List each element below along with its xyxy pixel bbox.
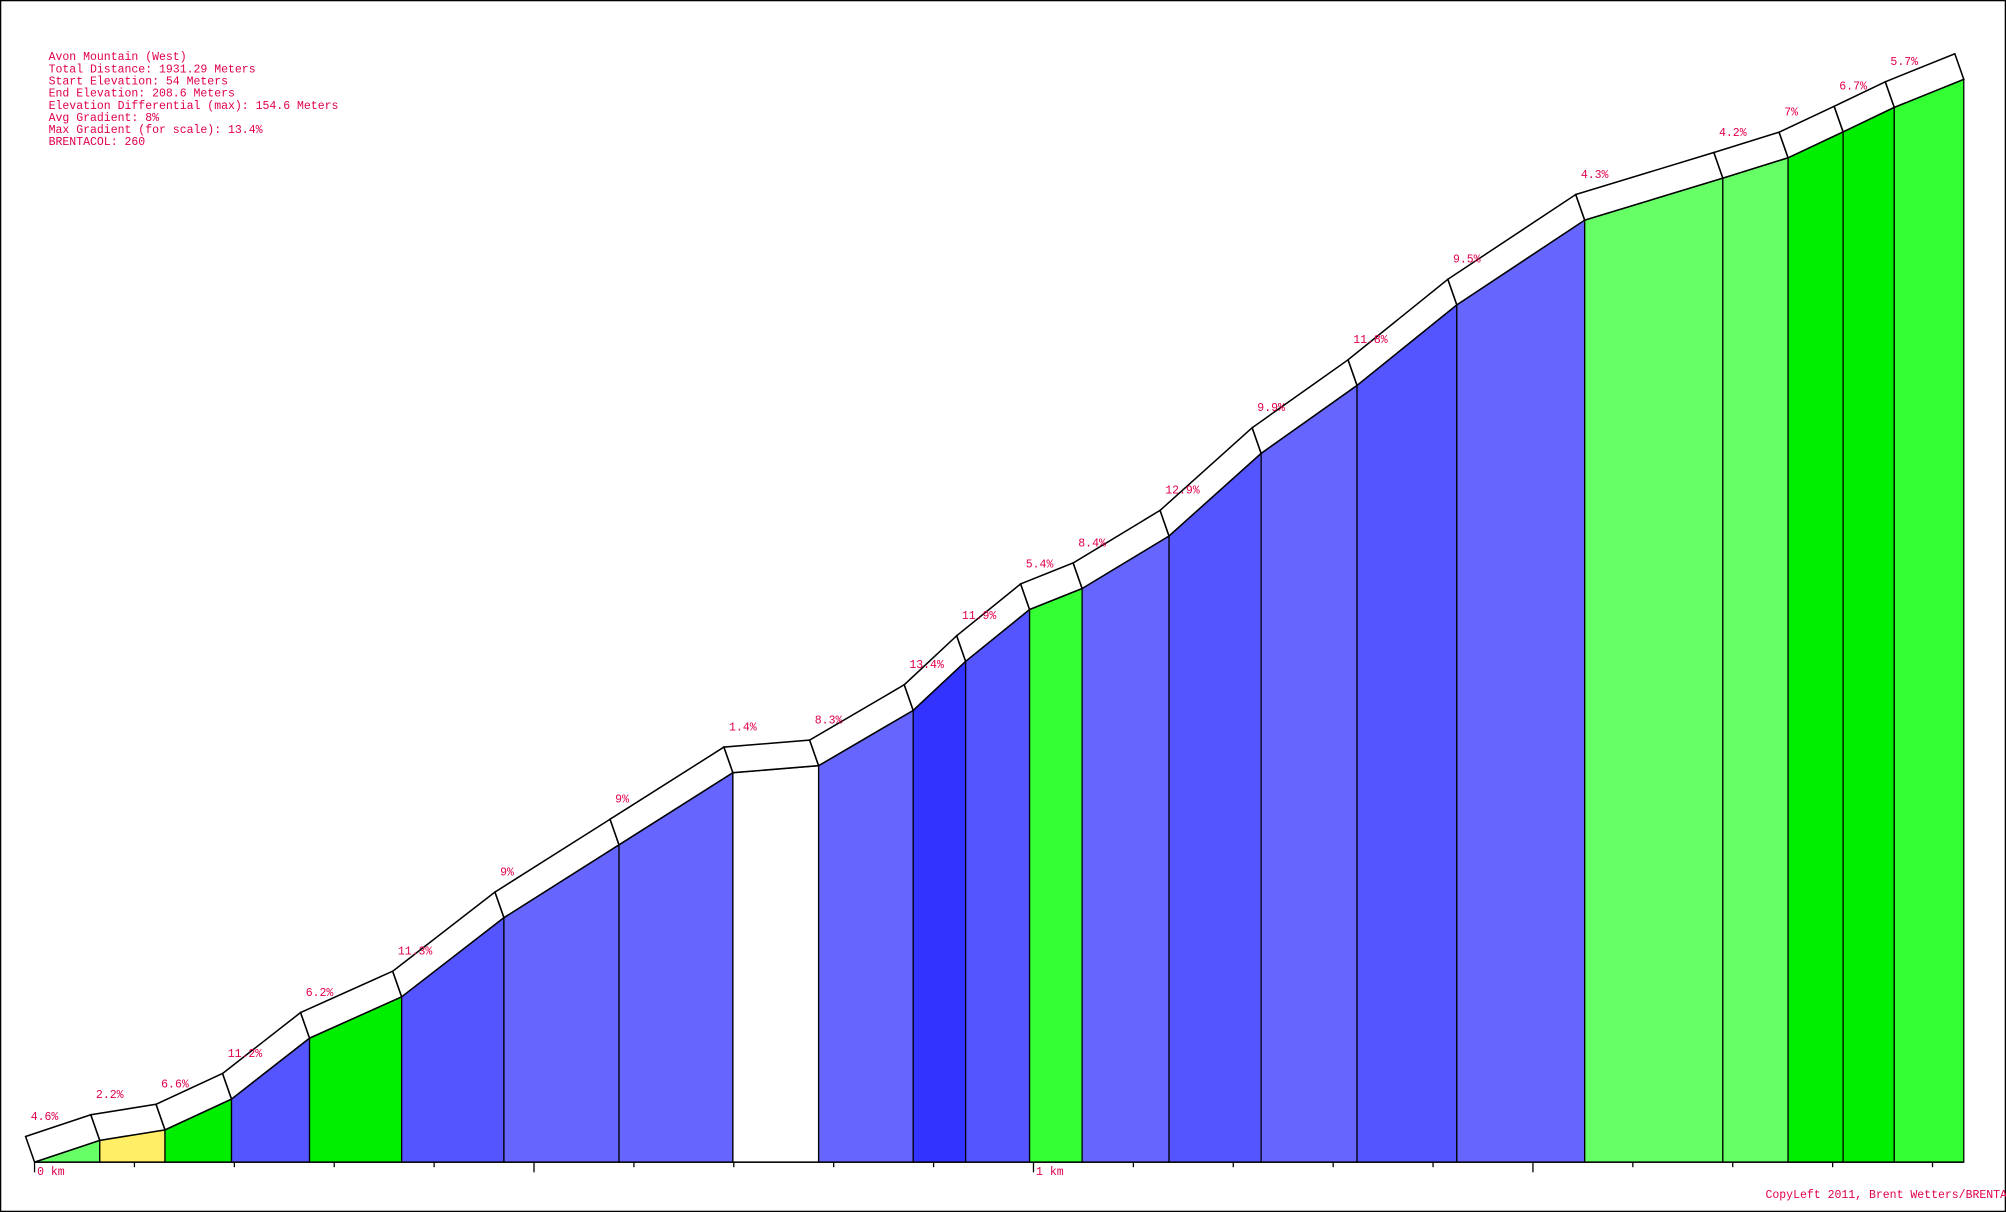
gradient-label: 7% [1784,107,1798,120]
gradient-label: 5.7% [1890,56,1918,69]
gradient-label: 6.6% [161,1079,189,1092]
chart-title: Avon Mountain (West) [49,51,187,64]
info-line: Start Elevation: 54 Meters [49,75,228,88]
segment [817,709,914,1163]
info-line: Max Gradient (for scale): 13.4% [49,124,263,137]
segment [912,659,967,1163]
segment [1842,106,1895,1163]
info-line: End Elevation: 208.6 Meters [49,88,235,101]
segment [1168,451,1262,1163]
segment [1893,78,1965,1163]
gradient-label: 11.9% [962,610,997,623]
gradient-label: 4.2% [1719,127,1747,140]
segment-band [1884,52,1965,109]
gradient-label: 13.4% [909,659,944,672]
gradient-label: 9% [615,794,629,807]
info-line: Total Distance: 1931.29 Meters [49,63,256,76]
gradient-label: 5.4% [1026,558,1054,571]
gradient-label: 4.3% [1581,169,1609,182]
segment [1260,384,1358,1163]
gradient-label: 6.2% [306,987,334,1000]
info-line: BRENTACOL: 260 [49,136,146,149]
segment [1356,303,1458,1163]
gradient-label: 12.9% [1165,485,1200,498]
gradient-label: 8.3% [815,714,843,727]
gradient-label: 4.6% [31,1111,59,1124]
segment [1028,587,1083,1163]
segment [1722,156,1789,1163]
segment [1584,177,1724,1163]
segment [965,608,1031,1163]
gradient-label: 9.5% [1453,254,1481,267]
gradient-label: 11.8% [1353,334,1388,347]
info-line: Avg Gradient: 8% [49,112,159,125]
gradient-label: 11.3% [398,946,433,959]
segment [732,764,820,1163]
gradient-label: 1.4% [729,721,757,734]
gradient-label: 9.9% [1257,402,1285,415]
segment [1081,534,1170,1163]
gradient-label: 2.2% [96,1089,124,1102]
x-tick-label: 1 km [1036,1166,1064,1179]
gradient-label: 9% [500,866,514,879]
segment [1787,130,1844,1163]
gradient-label: 6.7% [1839,81,1867,94]
x-tick-label: 0 km [37,1166,65,1179]
segment [1456,218,1586,1163]
gradient-label: 8.4% [1078,537,1106,550]
footer: CopyLeft 2011, Brent Wetters/BRENTACOL [1765,1189,2006,1202]
info-line: Elevation Differential (max): 154.6 Mete… [49,100,339,113]
gradient-label: 11.2% [228,1048,263,1061]
